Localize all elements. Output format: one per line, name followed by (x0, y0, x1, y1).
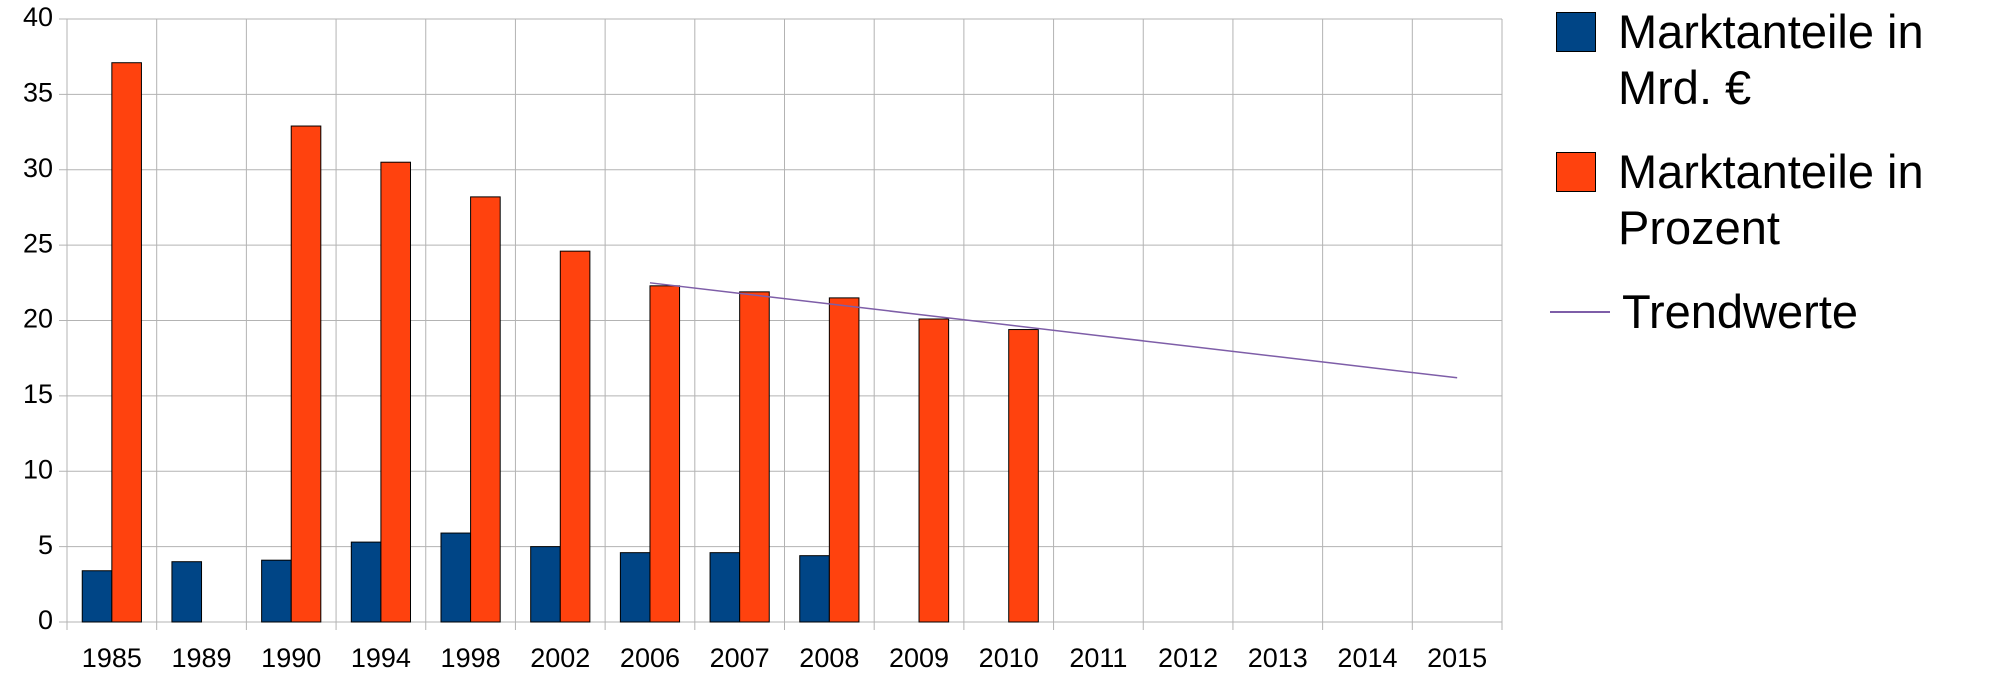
bar (828, 297, 860, 623)
bar (290, 125, 322, 623)
legend-item: Marktanteile in Mrd. € (1550, 4, 1990, 116)
bar (709, 552, 741, 623)
y-tick-label: 20 (23, 304, 53, 334)
x-tick-label: 2012 (1158, 643, 1218, 673)
bar (350, 541, 382, 623)
x-tick-label: 2014 (1337, 643, 1397, 673)
x-tick-label: 1985 (82, 643, 142, 673)
legend-item: Trendwerte (1550, 284, 1990, 340)
bar (619, 552, 651, 623)
x-tick-label: 2015 (1427, 643, 1487, 673)
x-tick-label: 2009 (889, 643, 949, 673)
x-tick-label: 2011 (1069, 643, 1127, 673)
x-tick-label: 2008 (799, 643, 859, 673)
x-tick-label: 1989 (171, 643, 231, 673)
y-tick-label: 10 (23, 454, 53, 484)
x-tick-label: 1998 (441, 643, 501, 673)
legend-label: Trendwerte (1622, 285, 1858, 338)
bar (380, 161, 412, 623)
x-tick-label: 2007 (710, 643, 770, 673)
x-tick-label: 2006 (620, 643, 680, 673)
legend: Marktanteile in Mrd. € Marktanteile in Pr… (1550, 4, 1990, 368)
bar (918, 318, 950, 623)
bar (171, 561, 203, 623)
x-tick-label: 1994 (351, 643, 411, 673)
bar (799, 555, 830, 623)
y-tick-label: 0 (38, 605, 53, 635)
x-tick-label: 2013 (1248, 643, 1308, 673)
x-tick-label: 2002 (530, 643, 590, 673)
y-tick-label: 25 (23, 228, 53, 258)
y-tick-label: 30 (23, 153, 53, 183)
bar (649, 285, 681, 623)
bar (111, 62, 142, 623)
x-tick-label: 1990 (261, 643, 321, 673)
legend-swatch (1556, 152, 1596, 192)
y-tick-label: 15 (23, 379, 53, 409)
bar (739, 291, 770, 623)
bar (530, 546, 561, 623)
legend-item: Marktanteile in Prozent (1550, 144, 1990, 256)
legend-swatch (1556, 12, 1596, 52)
bar (1008, 329, 1039, 623)
bar (559, 250, 591, 623)
bar (440, 532, 472, 623)
y-tick-label: 40 (23, 2, 53, 32)
bar (261, 559, 292, 623)
y-tick-label: 5 (38, 530, 53, 560)
legend-label: Marktanteile in Prozent (1618, 145, 1924, 254)
trend-line (649, 282, 1458, 379)
legend-swatch (1550, 311, 1610, 313)
x-tick-label: 2010 (979, 643, 1039, 673)
legend-label: Marktanteile in Mrd. € (1618, 5, 1924, 114)
bar (81, 570, 113, 623)
bar (470, 196, 501, 623)
y-tick-label: 35 (23, 78, 53, 108)
